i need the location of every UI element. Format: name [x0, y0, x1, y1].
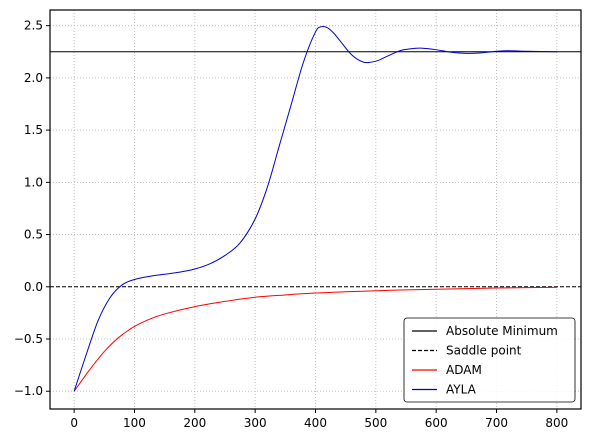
x-tick-label: 400: [304, 416, 327, 430]
y-tick-label: 0.5: [24, 228, 43, 242]
legend-label-saddle-point: Saddle point: [446, 344, 522, 358]
y-tick-label: −1.0: [14, 384, 43, 398]
x-tick-label: 800: [545, 416, 568, 430]
series-layer: [50, 25, 581, 392]
y-tick-label: 0.0: [24, 280, 43, 294]
y-tick-label: 1.5: [24, 123, 43, 137]
legend-box: [403, 317, 576, 403]
x-tick-label: 700: [485, 416, 508, 430]
series-line-ayla: [73, 25, 557, 392]
y-tick-label: 1.0: [24, 175, 43, 189]
y-tick-label: 2.0: [24, 71, 43, 85]
y-tick-label: 2.5: [24, 19, 43, 33]
x-tick-label: 100: [123, 416, 146, 430]
y-tick-label: −0.5: [14, 332, 43, 346]
grid: [50, 10, 581, 409]
x-tick-label: 600: [425, 416, 448, 430]
series-line-adam: [73, 286, 557, 392]
legend-label-absolute-minimum: Absolute Minimum: [446, 324, 558, 338]
legend-label-adam: ADAM: [446, 363, 482, 377]
x-tick-label: 500: [364, 416, 387, 430]
axis-ticks: 0 100 200 300 400 500 600 700 800 −1.0 −0.5 0.0 0.5 1…: [14, 19, 568, 430]
x-tick-label: 300: [244, 416, 267, 430]
x-tick-label: 200: [183, 416, 206, 430]
x-tick-label: 0: [70, 416, 78, 430]
legend: Absolute Minimum Saddle point ADAM AYLA: [403, 317, 576, 403]
legend-label-ayla: AYLA: [446, 383, 477, 397]
